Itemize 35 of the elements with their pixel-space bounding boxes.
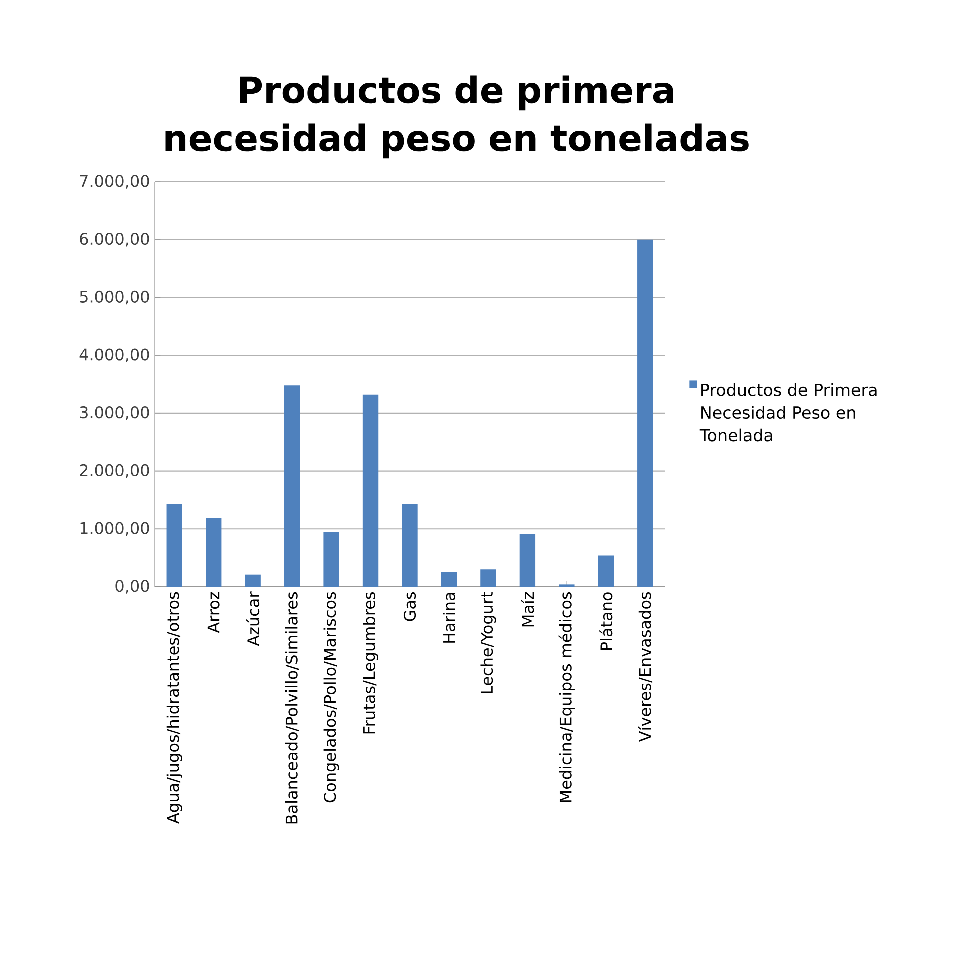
bar (520, 534, 536, 587)
x-tick-label: Arroz (208, 592, 220, 634)
legend-label: Productos de Primera Necesidad Peso en Tonelada (700, 383, 877, 442)
y-tick-label: 5.000,00 (80, 290, 150, 305)
chart-title: Productos de primera necesidad peso en toneladas (166, 76, 749, 159)
bar (324, 532, 340, 587)
y-tick-label: 7.000,00 (80, 175, 150, 189)
x-tick-label: Agua/jugos/hidratantes/otros (166, 592, 182, 824)
y-tick-label: 0,00 (116, 580, 150, 594)
x-tick-label: Medicina/Equipos médicos (558, 592, 575, 802)
bar (638, 240, 654, 587)
bar (441, 572, 458, 587)
y-tick-label: 6.000,00 (80, 232, 150, 247)
bar (598, 556, 614, 587)
x-tick-label: Balanceado/Polvillo/Similares (285, 592, 300, 824)
x-tick-label: Gas (404, 592, 416, 622)
x-tick-label: Leche/Yogurt (480, 592, 496, 694)
x-tick-label: Frutas/Legumbres (363, 592, 379, 734)
bar (166, 504, 182, 587)
bar (362, 394, 379, 587)
x-tick-label: Harina (443, 593, 456, 643)
bar (206, 518, 222, 587)
bar (402, 504, 418, 587)
x-tick-label: Azúcar (246, 592, 260, 646)
y-tick-label: 4.000,00 (80, 348, 150, 362)
y-tick-label: 2.000,00 (80, 464, 150, 478)
x-tick-label: Maíz (521, 592, 534, 627)
x-tick-label: Plátano (600, 592, 613, 650)
bar (480, 570, 496, 587)
x-tick-label: Congelados/Pollo/Mariscos (324, 592, 340, 803)
x-tick-label: Víveres/Envasados (638, 592, 653, 742)
y-tick-label: 3.000,00 (80, 406, 150, 420)
bar (284, 386, 300, 587)
bar (245, 574, 261, 587)
y-tick-label: 1.000,00 (80, 522, 150, 536)
